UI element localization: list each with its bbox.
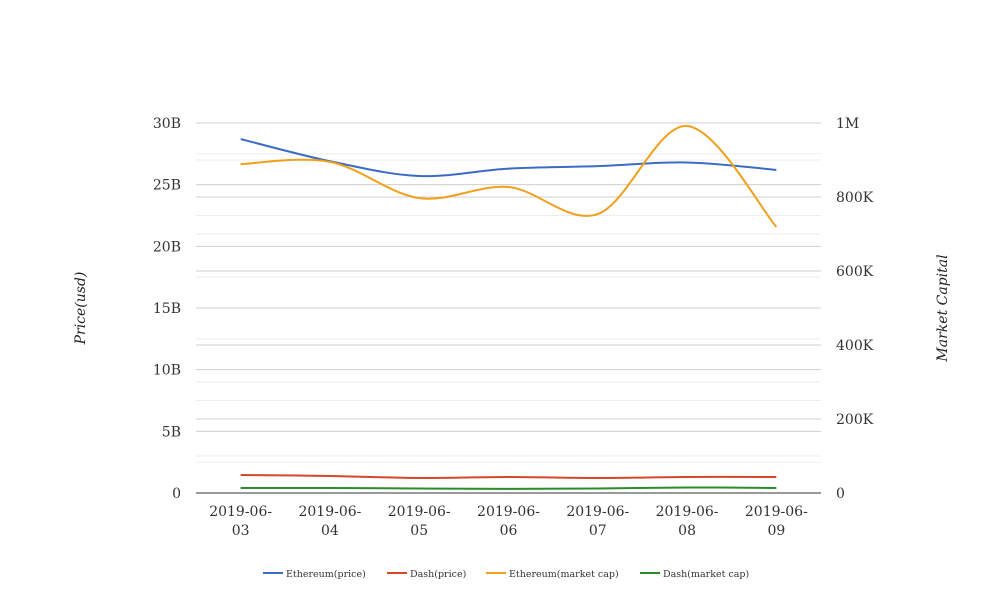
right-tick-label: 600K [836,264,874,280]
legend-label: Ethereum(market cap) [509,569,619,580]
series-line-dash-market-cap [240,486,777,490]
left-axis-ticks: 0 5B 10B 15B 20B 25B 30B [153,116,181,502]
left-tick-label: 0 [172,486,181,502]
legend-label: Dash(market cap) [663,569,749,580]
series-line-ethereum-price [240,138,777,178]
right-tick-label: 0 [836,486,845,502]
series-line-dash-price [240,473,777,479]
left-axis-title: Price(usd) [73,272,89,346]
left-tick-label: 5B [162,424,181,440]
right-tick-label: 800K [836,190,874,206]
left-tick-label: 25B [153,178,181,194]
gridlines [196,122,821,463]
x-tick-label: 2019-06-06 [477,504,540,539]
left-tick-label: 30B [153,116,181,132]
right-tick-label: 200K [836,412,874,428]
right-axis-ticks: 0 200K 400K 600K 800K 1M [836,116,874,502]
right-tick-label: 400K [836,338,874,354]
right-axis-title: Market Capital [935,254,951,362]
x-axis-ticks: 2019-06-03 2019-06-04 2019-06-05 2019-06-06… [209,504,808,539]
x-tick-label: 2019-06-03 [209,504,272,539]
legend-label: Ethereum(price) [286,569,366,580]
x-tick-label: 2019-06-04 [298,504,361,539]
x-tick-label: 2019-06-08 [656,504,719,539]
x-tick-label: 2019-06-09 [745,504,808,539]
left-tick-label: 20B [153,239,181,255]
x-tick-label: 2019-06-05 [388,504,451,539]
left-tick-label: 15B [153,301,181,317]
series-lines [240,124,778,490]
x-tick-label: 2019-06-07 [566,504,629,539]
series-line-ethereum-market-cap [240,124,778,228]
legend-label: Dash(price) [410,569,466,580]
left-tick-label: 10B [153,363,181,379]
legend: Ethereum(price) Dash(price) Ethereum(marke… [263,569,749,580]
right-tick-label: 1M [836,116,859,132]
